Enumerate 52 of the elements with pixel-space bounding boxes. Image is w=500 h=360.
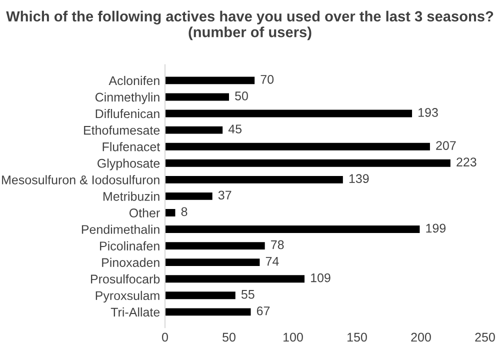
x-tick-label: 0 [162, 332, 168, 342]
bar [165, 258, 260, 266]
bar [165, 142, 430, 150]
data-label: 70 [260, 74, 274, 84]
bar [165, 159, 450, 167]
bar [165, 93, 229, 101]
bar [165, 242, 265, 250]
y-tick-label: Aclonifen [108, 76, 160, 86]
bar [165, 192, 212, 200]
data-label: 139 [349, 174, 369, 184]
y-tick-label: Pyroxsulam [96, 290, 160, 303]
y-tick-label: Other [129, 208, 160, 218]
data-label: 193 [418, 108, 438, 117]
bar [165, 292, 236, 300]
data-label: 55 [241, 290, 254, 299]
bar [165, 176, 343, 184]
y-tick-label: Pendimethalin [82, 224, 160, 234]
y-tick-label: Metribuzin [104, 192, 160, 201]
x-tick-label: 100 [284, 332, 303, 342]
data-label: 50 [235, 92, 248, 100]
bar [165, 308, 251, 316]
y-tick-label: Cinmethylin [95, 92, 160, 104]
bar [165, 226, 420, 233]
data-label: 223 [456, 158, 476, 166]
y-tick-label: Prosulfocarb [90, 274, 160, 284]
data-label: 37 [218, 190, 232, 200]
x-tick-label: 250 [475, 332, 495, 342]
data-label: 207 [436, 141, 456, 150]
y-tick-label: Mesosulfuron & Iodosulfuron [2, 175, 160, 184]
y-tick-label: Flufenacet [102, 142, 160, 152]
data-label: 199 [426, 224, 446, 233]
y-tick-label: Picolinafen [100, 241, 160, 250]
bar [165, 110, 412, 118]
bar [165, 275, 305, 283]
bar [165, 126, 223, 134]
x-tick-label: 200 [411, 332, 431, 342]
data-label: 67 [256, 306, 270, 316]
bar [165, 209, 176, 216]
data-label: 78 [271, 240, 284, 250]
y-tick-label: Diflufenican [96, 109, 160, 118]
data-label: 74 [266, 256, 279, 266]
bar [165, 76, 255, 84]
y-tick-label: Ethofumesate [84, 126, 160, 135]
chart-title: Which of the following actives have you used over the last 3 seasons? (number of users) [6, 10, 494, 40]
y-tick-label: Pinoxaden [102, 258, 160, 267]
data-label: 109 [311, 273, 330, 282]
y-tick-label: Glyphosate [98, 158, 160, 170]
y-tick-label: Tri-Allate [110, 307, 160, 317]
x-tick-label: 50 [222, 332, 236, 342]
data-label: 45 [228, 124, 242, 134]
x-tick-label: 150 [348, 332, 367, 342]
data-label: 8 [181, 207, 188, 216]
